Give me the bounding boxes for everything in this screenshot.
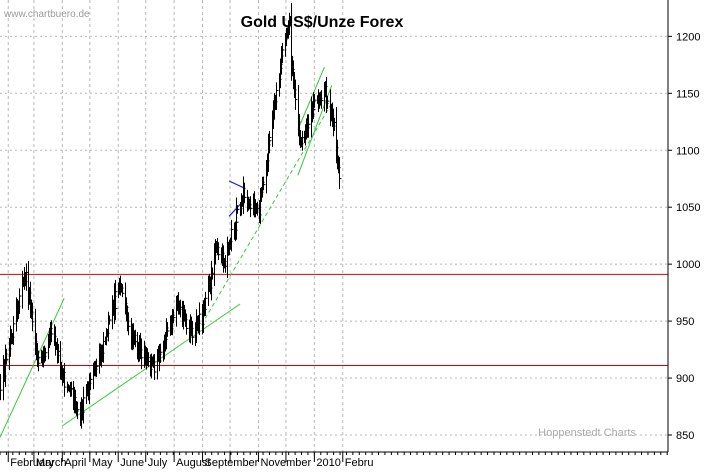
y-tick-labels: 850900950100010501100115012001250	[676, 31, 700, 442]
y-tick-label: 1150	[676, 88, 700, 100]
axes	[0, 0, 672, 462]
x-tick-label: 2010	[316, 457, 340, 469]
support-resistance-lines	[0, 273, 668, 367]
x-tick-label: July	[148, 457, 168, 469]
x-tick-label: April	[64, 457, 86, 469]
y-tick-label: 1100	[676, 145, 700, 157]
chart-title: Gold US$/Unze Forex	[241, 14, 404, 31]
x-tick-label: September	[205, 457, 259, 469]
x-tick-label: March	[36, 457, 67, 469]
x-tick-label: February	[10, 457, 55, 469]
trendline	[0, 298, 65, 438]
y-tick-label: 1200	[676, 31, 700, 43]
triangle-upper-line	[228, 180, 245, 189]
y-tick-label: 900	[676, 373, 694, 385]
x-tick-label: November	[260, 457, 311, 469]
gridlines	[0, 0, 668, 452]
watermark-url: www.chartbuero.de	[3, 9, 90, 20]
y-tick-label: 1000	[676, 259, 700, 271]
y-tick-label: 950	[676, 316, 694, 328]
y-tick-label: 1050	[676, 202, 700, 214]
dashed-trendline	[201, 104, 332, 325]
credit-label: Hoppenstedt Charts	[538, 427, 636, 439]
y-tick-label: 850	[676, 430, 694, 442]
x-tick-label: August	[176, 457, 210, 469]
x-tick-label: Febru	[345, 457, 374, 469]
price-bars	[0, 3, 342, 429]
x-tick-label: May	[92, 457, 113, 469]
x-tick-label: June	[120, 457, 144, 469]
